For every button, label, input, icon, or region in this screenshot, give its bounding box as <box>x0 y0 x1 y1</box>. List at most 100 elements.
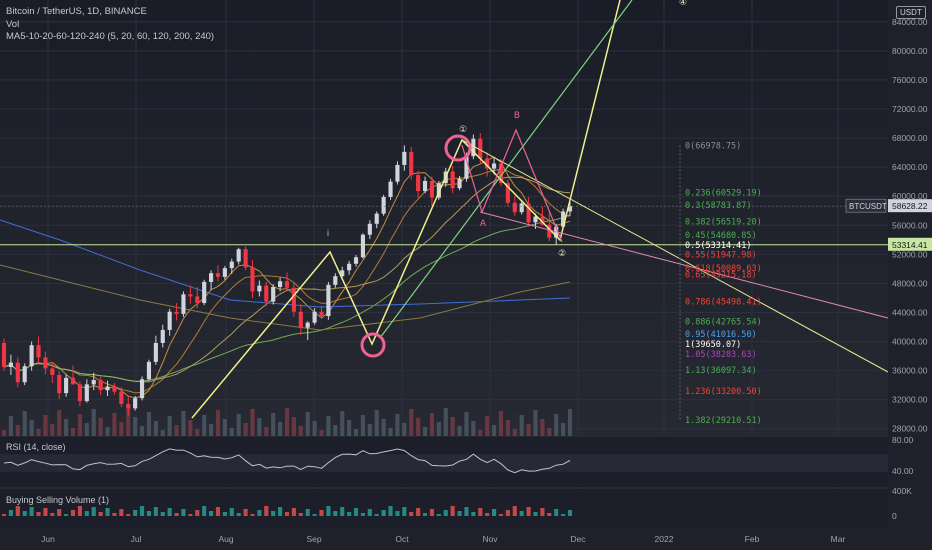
bsv-bar <box>112 513 117 516</box>
trend-line-yellow <box>461 139 889 373</box>
symbol-title[interactable]: Bitcoin / TetherUS, 1D, BINANCE <box>6 6 147 17</box>
candle-body <box>457 178 462 189</box>
candle-body <box>436 183 441 198</box>
candle-body <box>160 329 165 343</box>
volume-bar <box>485 416 490 436</box>
ma-legend[interactable]: MA5-10-20-60-120-240 (5, 20, 60, 120, 20… <box>6 31 215 42</box>
volume-bar <box>84 423 89 436</box>
currency-unit-button[interactable]: USDT <box>896 6 926 19</box>
bsv-bar <box>215 507 221 516</box>
volume-bar <box>492 425 497 436</box>
bsv-legend[interactable]: Buying Selling Volume (1) <box>6 495 110 505</box>
volume-bar <box>215 410 221 436</box>
bsv-bar <box>547 513 552 516</box>
bsv-bar <box>22 511 27 516</box>
candle-body <box>478 138 483 159</box>
volume-bar <box>554 414 559 436</box>
volume-bar <box>22 411 27 436</box>
bsv-bar <box>312 514 317 516</box>
candle-body <box>250 267 255 292</box>
candle-body <box>181 294 186 314</box>
bsv-bar <box>222 512 227 516</box>
volume-bar <box>360 415 365 436</box>
y-axis[interactable]: 84000.00 80000.00 76000.00 72000.00 68000.00… <box>888 0 932 550</box>
volume-bar <box>174 425 179 436</box>
candle-body <box>229 261 234 269</box>
fib-label: 0.886(42765.54) <box>685 317 762 327</box>
price-tag-text: 53314.41 <box>892 240 928 250</box>
bsv-bar <box>340 507 345 516</box>
volume-bar <box>533 410 538 436</box>
ma-line-long <box>0 219 571 308</box>
volume-bar <box>312 421 317 436</box>
bsv-bar <box>450 506 455 516</box>
wave-label: ④ <box>679 0 687 8</box>
bsv-bar <box>77 506 82 516</box>
candle-body <box>464 156 469 179</box>
volume-bar <box>91 409 96 436</box>
volume-bar <box>512 429 517 436</box>
bsv-bar <box>429 509 435 516</box>
candle-body <box>105 386 110 391</box>
volume-bar <box>505 420 510 436</box>
bsv-bar <box>264 506 269 516</box>
y-tick-label: 72000.00 <box>892 104 928 114</box>
x-tick-label: Dec <box>570 534 586 544</box>
symbol-tag-text: BTCUSDT <box>849 202 887 211</box>
bsv-bar <box>512 506 517 516</box>
candle-body <box>374 213 379 224</box>
fib-label: 0(66978.75) <box>685 141 741 151</box>
bsv-bar <box>64 514 69 516</box>
bsv-bar <box>250 514 255 516</box>
x-tick-label: Sep <box>306 534 321 544</box>
volume-bar <box>284 408 290 436</box>
candle-body <box>526 203 531 223</box>
bsv-bar <box>43 508 48 516</box>
candle-body <box>222 268 227 277</box>
volume-bar <box>222 419 227 436</box>
fib-label: 1.382(29210.51) <box>685 416 762 426</box>
bsv-bar <box>291 508 296 516</box>
volume-bar <box>8 416 13 436</box>
ma-line <box>3 214 571 382</box>
candle-body <box>15 362 20 383</box>
volume-legend[interactable]: Vol <box>6 19 20 30</box>
fib-label: 0.5(53314.41) <box>685 241 752 251</box>
rsi-legend[interactable]: RSI (14, close) <box>6 442 66 452</box>
y-tick-label: 52000.00 <box>892 249 928 259</box>
fib-label: 0.382(56519.20) <box>685 217 762 227</box>
candle-body <box>43 357 48 369</box>
volume-bar <box>181 411 186 436</box>
candle-body <box>395 164 400 182</box>
bsv-bar <box>243 509 248 516</box>
candle-body <box>271 287 276 302</box>
bsv-bar <box>360 513 365 516</box>
candle-body <box>278 281 283 288</box>
volume-bar <box>195 429 200 436</box>
x-axis[interactable]: Jun Jul Aug Sep Oct Nov Dec 2022 Feb Mar <box>0 527 932 550</box>
volume-bars <box>1 408 573 436</box>
candle-body <box>174 311 179 314</box>
candle-body <box>388 181 393 197</box>
volume-bar <box>567 409 573 436</box>
candle-body <box>471 138 476 157</box>
bsv-bar <box>374 514 379 516</box>
y-tick-label: 36000.00 <box>892 366 928 376</box>
x-tick-label: Feb <box>745 534 760 544</box>
wave-label: B <box>514 111 520 121</box>
volume-bar <box>167 416 172 436</box>
bsv-bar <box>505 510 510 516</box>
candle-body <box>402 151 407 165</box>
volume-bar <box>153 421 158 436</box>
fib-levels: 0(66978.75) 0.236(60529.19) 0.3(58783.87) 0… <box>679 141 762 426</box>
candle-body <box>243 249 248 268</box>
candle-body <box>409 151 414 176</box>
candle-body <box>64 377 69 394</box>
volume-bar <box>77 414 82 436</box>
candle-body <box>367 223 372 235</box>
bsv-bar <box>526 507 531 516</box>
correction-path <box>461 128 563 243</box>
volume-bar <box>409 409 414 436</box>
